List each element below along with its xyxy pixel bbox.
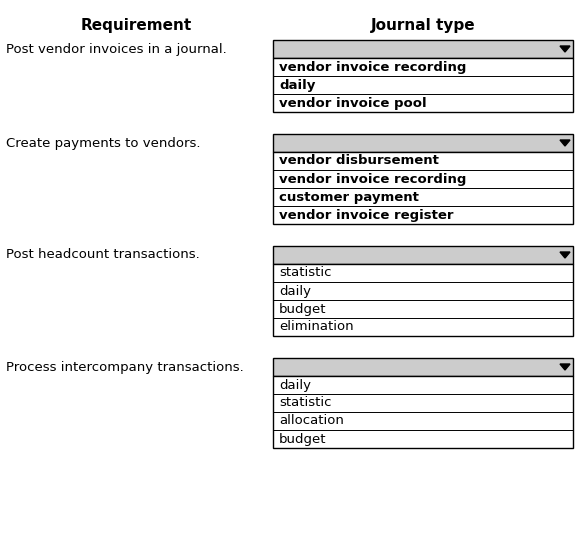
Text: statistic: statistic bbox=[279, 396, 332, 410]
Text: Post vendor invoices in a journal.: Post vendor invoices in a journal. bbox=[6, 42, 227, 55]
Text: vendor disbursement: vendor disbursement bbox=[279, 154, 439, 167]
Text: customer payment: customer payment bbox=[279, 191, 419, 204]
Bar bbox=[273, 358, 573, 376]
Bar bbox=[273, 152, 573, 224]
Text: vendor invoice pool: vendor invoice pool bbox=[279, 97, 426, 109]
Text: Process intercompany transactions.: Process intercompany transactions. bbox=[6, 361, 243, 373]
Text: daily: daily bbox=[279, 378, 311, 391]
Text: statistic: statistic bbox=[279, 266, 332, 279]
Text: Create payments to vendors.: Create payments to vendors. bbox=[6, 137, 200, 149]
Text: Post headcount transactions.: Post headcount transactions. bbox=[6, 249, 199, 261]
Text: daily: daily bbox=[279, 284, 311, 298]
Text: vendor invoice recording: vendor invoice recording bbox=[279, 60, 467, 74]
Text: budget: budget bbox=[279, 302, 327, 316]
Text: daily: daily bbox=[279, 79, 315, 92]
Bar bbox=[273, 134, 573, 152]
Text: vendor invoice recording: vendor invoice recording bbox=[279, 172, 467, 186]
Polygon shape bbox=[560, 46, 570, 52]
Text: allocation: allocation bbox=[279, 414, 344, 428]
Bar bbox=[273, 376, 573, 448]
Polygon shape bbox=[560, 140, 570, 146]
Bar bbox=[273, 40, 573, 58]
Bar bbox=[273, 246, 573, 264]
Text: Journal type: Journal type bbox=[371, 18, 475, 33]
Bar bbox=[273, 264, 573, 336]
Polygon shape bbox=[560, 252, 570, 258]
Polygon shape bbox=[560, 364, 570, 370]
Text: elimination: elimination bbox=[279, 321, 354, 333]
Bar bbox=[273, 58, 573, 112]
Text: vendor invoice register: vendor invoice register bbox=[279, 209, 454, 221]
Text: Requirement: Requirement bbox=[81, 18, 192, 33]
Text: budget: budget bbox=[279, 433, 327, 445]
